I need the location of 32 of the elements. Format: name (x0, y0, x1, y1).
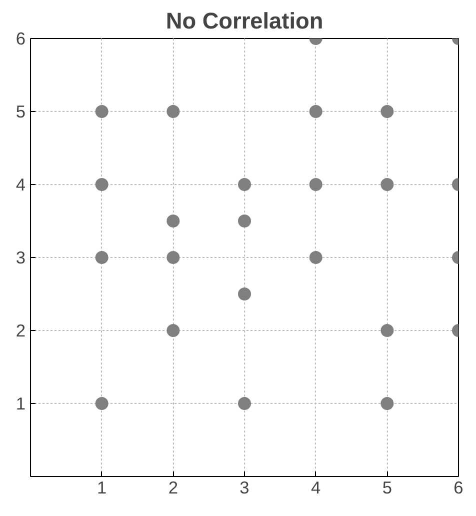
y-tick-label: 4 (16, 174, 26, 194)
y-tick-label: 6 (16, 28, 26, 48)
y-tick-label: 5 (16, 102, 26, 122)
point (95, 105, 108, 118)
point (238, 178, 251, 191)
point (380, 397, 394, 410)
y-tick-label: 2 (16, 320, 26, 340)
point (238, 288, 251, 300)
x-tick-label: 3 (240, 478, 250, 498)
point (309, 251, 322, 264)
point (309, 178, 322, 191)
point (166, 214, 180, 228)
point (309, 105, 322, 118)
y-tick-label: 1 (16, 394, 26, 414)
point (238, 397, 251, 410)
point (95, 178, 108, 191)
x-tick-label: 6 (454, 478, 464, 498)
point (380, 178, 394, 191)
point (238, 214, 251, 228)
y-tick-label: 3 (16, 248, 26, 268)
point (95, 251, 108, 264)
point (166, 105, 180, 118)
chart-title: No Correlation (166, 8, 324, 34)
point (166, 324, 180, 337)
x-tick-label: 5 (382, 478, 392, 498)
x-tick-label: 4 (311, 478, 322, 498)
x-tick-label: 2 (168, 478, 178, 498)
point (95, 397, 108, 410)
x-tick-label: 1 (97, 478, 107, 498)
point (166, 251, 180, 264)
point (380, 324, 394, 337)
point (380, 105, 394, 118)
